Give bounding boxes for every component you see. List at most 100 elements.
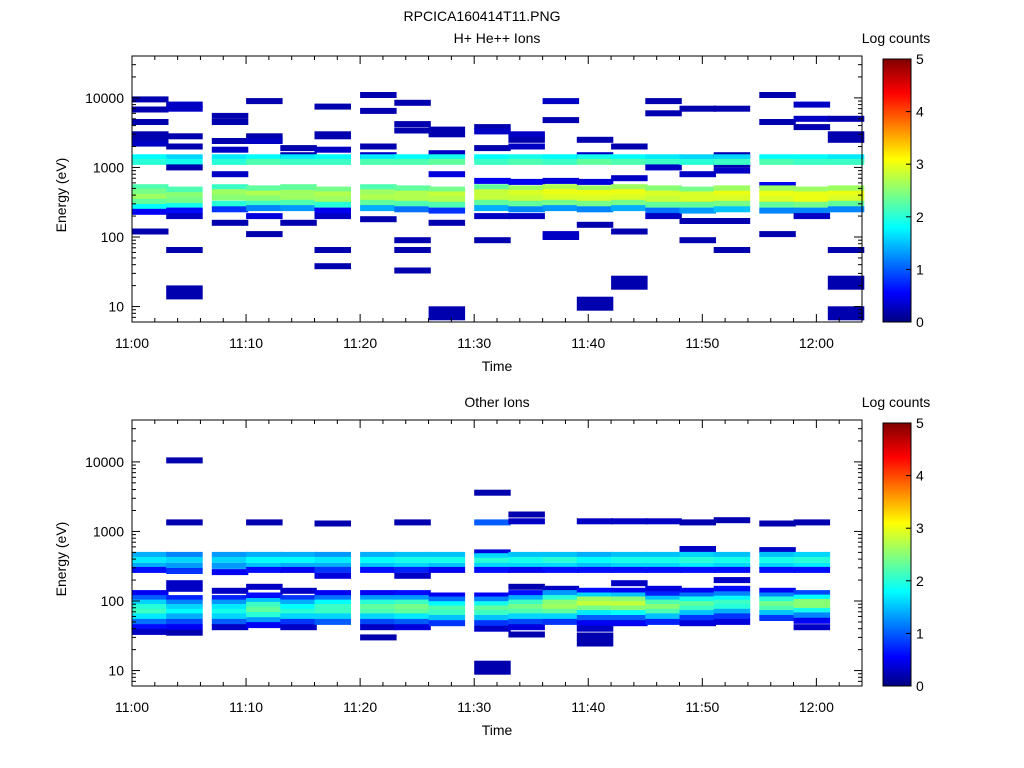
heatmap-cell <box>280 219 317 226</box>
heatmap-cell <box>132 228 169 235</box>
heatmap-cell <box>713 577 751 584</box>
heatmap-cell <box>132 135 169 142</box>
heatmap-cell <box>576 178 614 185</box>
heatmap-cell <box>360 599 397 606</box>
heatmap-cell <box>211 551 249 558</box>
heatmap-cell <box>211 562 249 569</box>
colorbar <box>882 422 912 687</box>
heatmap-cell <box>211 171 249 178</box>
heatmap-cell <box>211 556 249 563</box>
heatmap-cell <box>793 519 831 526</box>
colorbar-tick-label: 3 <box>916 520 924 536</box>
heatmap-cell <box>508 599 545 606</box>
heatmap-cell <box>314 520 351 527</box>
heatmap-cell <box>394 247 431 253</box>
heatmap-cell <box>246 617 283 624</box>
colorbar-tick-label: 5 <box>916 415 924 431</box>
heatmap-cell <box>645 585 682 592</box>
heatmap-cell <box>246 138 283 144</box>
heatmap-cell <box>360 590 397 597</box>
heatmap-cell <box>793 186 831 193</box>
heatmap-cell <box>474 625 511 632</box>
heatmap-cell <box>166 192 203 199</box>
heatmap-cell <box>508 595 545 602</box>
heatmap-cell <box>474 660 511 675</box>
heatmap-cell <box>645 518 682 525</box>
colorbar-tick-label: 5 <box>916 51 924 67</box>
heatmap-cell <box>827 158 865 165</box>
heatmap-cell <box>713 556 751 563</box>
x-tick-label: 11:10 <box>229 699 263 715</box>
heatmap-cell <box>793 551 831 558</box>
heatmap-cell <box>360 107 397 114</box>
heatmap-cell <box>508 551 545 558</box>
heatmap-cell <box>166 604 203 610</box>
heatmap-cell <box>360 595 397 602</box>
heatmap-cell <box>246 200 283 207</box>
heatmap-cell <box>314 572 351 579</box>
colorbar-tick-label: 4 <box>916 468 924 484</box>
heatmap-cell <box>246 551 283 558</box>
heatmap-cell <box>280 587 317 594</box>
heatmap-cell <box>360 158 397 165</box>
heatmap-cell <box>611 601 648 608</box>
heatmap-cell <box>360 194 397 201</box>
heatmap-cell <box>166 599 203 606</box>
heatmap-cell <box>759 615 796 621</box>
heatmap-cell <box>166 585 203 592</box>
heatmap-cell <box>576 587 614 594</box>
heatmap-cell <box>246 205 283 212</box>
heatmap-cell <box>428 219 466 226</box>
heatmap-cell <box>474 213 511 220</box>
heatmap-cell <box>246 583 283 590</box>
heatmap-cell <box>474 194 511 201</box>
heatmap-cell <box>713 618 751 625</box>
heatmap-cell <box>645 98 682 105</box>
heatmap-cell <box>211 595 249 602</box>
heatmap-cell <box>576 296 614 311</box>
heatmap-cell <box>132 158 169 165</box>
heatmap-cell <box>166 568 203 574</box>
heatmap-cell <box>713 613 751 620</box>
heatmap-cell <box>211 608 249 615</box>
heatmap-cell <box>211 146 249 153</box>
heatmap-cell <box>428 596 466 603</box>
heatmap-cell <box>508 143 545 150</box>
heatmap-cell <box>645 207 682 214</box>
heatmap-cell <box>428 158 466 165</box>
heatmap-cell <box>645 613 682 620</box>
heatmap-cell <box>679 196 716 203</box>
heatmap-cell <box>759 154 796 161</box>
heatmap-cell <box>508 185 545 192</box>
heatmap-cell <box>576 592 614 599</box>
heatmap-cell <box>211 184 249 191</box>
heatmap-cell <box>679 605 716 612</box>
heatmap-cell <box>394 195 431 202</box>
heatmap-cell <box>280 613 317 620</box>
heatmap-cell <box>474 237 511 244</box>
heatmap-cell <box>793 158 831 165</box>
heatmap-cell <box>759 610 796 617</box>
heatmap-cell <box>314 191 351 198</box>
heatmap-cell <box>645 566 682 573</box>
heatmap-cell <box>576 596 614 603</box>
heatmap-cell <box>576 601 614 608</box>
heatmap-cell <box>360 613 397 620</box>
heatmap-cell <box>793 196 831 203</box>
heatmap-cell <box>542 585 580 592</box>
y-axis-label: Energy (eV) <box>53 158 69 233</box>
heatmap-cell <box>394 604 431 610</box>
heatmap-cell <box>576 551 614 558</box>
heatmap-cell <box>611 587 648 594</box>
heatmap-cell <box>713 158 751 165</box>
heatmap-cell <box>166 608 203 615</box>
heatmap-cell <box>211 119 249 125</box>
heatmap-cell <box>246 601 283 608</box>
heatmap-cell <box>428 126 466 133</box>
heatmap-cell <box>759 587 796 594</box>
heatmap-cell <box>211 618 249 625</box>
x-tick-label: 11:50 <box>685 335 719 351</box>
heatmap-cell <box>211 604 249 610</box>
